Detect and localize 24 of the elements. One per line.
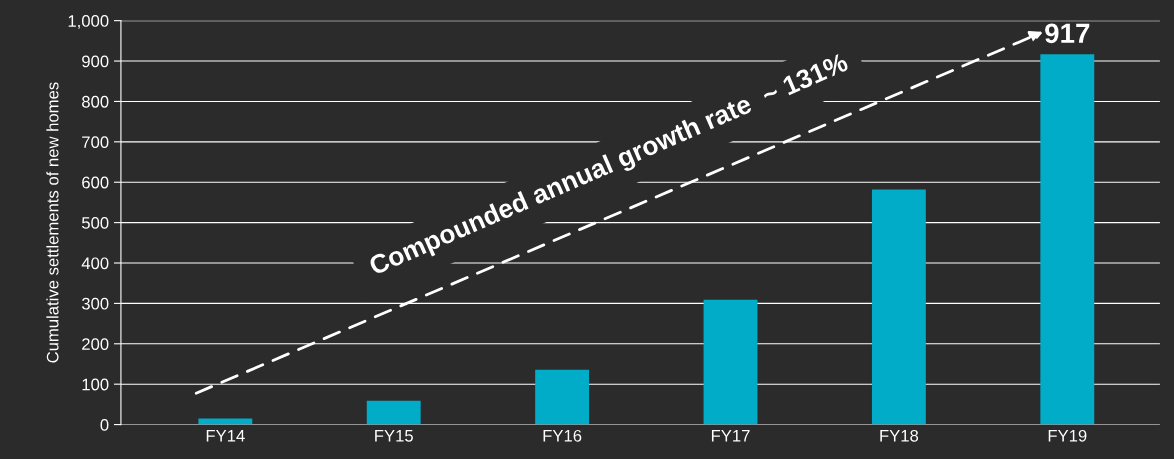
- y-tick-label: 0: [100, 418, 109, 431]
- data-label: 917: [1045, 23, 1090, 44]
- x-tick-label: FY16: [543, 429, 582, 442]
- x-tick-label: FY15: [375, 430, 413, 442]
- x-tick-label: FY14: [206, 430, 245, 442]
- x-tick-label: FY17: [711, 430, 750, 442]
- y-tick-label: 1,000: [68, 15, 109, 29]
- y-tick-label: 100: [82, 378, 109, 391]
- bar: [1040, 54, 1095, 425]
- bar: [871, 189, 926, 425]
- y-tick-label: 200: [82, 338, 109, 350]
- y-tick-label: 500: [81, 217, 109, 229]
- y-tick-label: 300: [81, 297, 109, 310]
- y-tick-label: 900: [82, 55, 109, 68]
- bar: [366, 400, 421, 425]
- y-tick-label: 800: [82, 95, 109, 108]
- bar: [703, 299, 758, 425]
- x-tick-label: FY19: [1048, 429, 1087, 442]
- y-axis-title: Cumulative settlements of new homes: [46, 82, 59, 363]
- y-tick-label: 700: [82, 136, 109, 149]
- x-tick-label: FY18: [880, 429, 919, 442]
- y-tick-label: 600: [82, 176, 109, 189]
- bar: [535, 369, 590, 425]
- y-tick-label: 400: [81, 257, 109, 270]
